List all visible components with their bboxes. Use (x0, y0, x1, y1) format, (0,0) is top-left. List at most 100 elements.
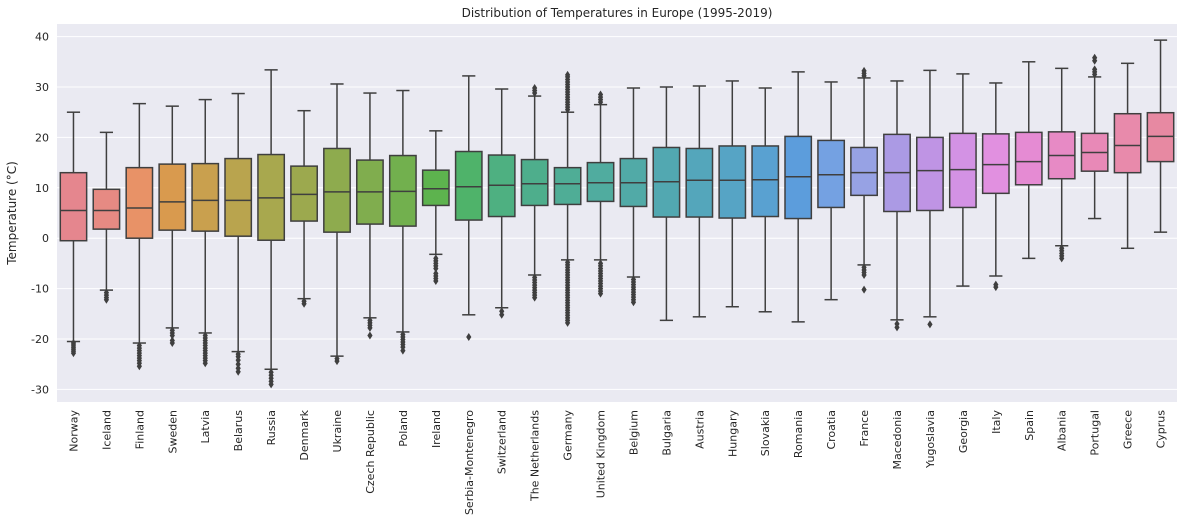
x-tick-label: United Kingdom (595, 410, 608, 498)
x-tick-label: Georgia (957, 410, 970, 453)
x-tick-label: Iceland (100, 410, 113, 450)
x-tick-label: Finland (133, 410, 146, 449)
outlier-point (1092, 53, 1098, 62)
y-tick-label: 10 (35, 182, 49, 195)
box-belarus (224, 92, 253, 376)
x-tick-label: Czech Republic (364, 410, 377, 494)
iqr-box (1014, 131, 1043, 186)
x-tick-label: Denmark (298, 409, 311, 460)
box-portugal (1080, 53, 1109, 220)
x-tick-label: Poland (397, 410, 410, 447)
outlier-point (136, 362, 142, 371)
outlier-point (564, 70, 571, 79)
outlier-point (433, 277, 439, 286)
outlier-point (169, 339, 175, 348)
iqr-box (817, 139, 846, 209)
x-tick-label: Cyprus (1155, 410, 1168, 449)
outlier-point (532, 84, 538, 93)
box-greece (1113, 62, 1142, 250)
iqr-box (454, 150, 483, 221)
box-albania (1047, 67, 1076, 263)
outlier-point (235, 356, 241, 365)
x-tick-label: Latvia (199, 410, 212, 444)
outlier-point (202, 359, 208, 368)
x-tick-label: Albania (1056, 410, 1069, 451)
x-tick-label: Slovakia (759, 410, 772, 456)
box-latvia (191, 98, 220, 368)
outlier-point (367, 323, 373, 332)
x-tick-label: Macedonia (891, 410, 904, 470)
box-ukraine (323, 83, 351, 366)
box-georgia (948, 73, 977, 287)
iqr-box (751, 145, 780, 218)
iqr-box (158, 163, 187, 231)
x-tick-label: Bulgaria (660, 410, 673, 456)
box-norway (59, 111, 88, 358)
outlier-point (466, 332, 472, 341)
iqr-box (1113, 112, 1142, 174)
x-tick-label: Serbia-Montenegro (463, 410, 476, 515)
box-ireland (421, 130, 450, 286)
iqr-box (323, 147, 351, 233)
outlier-point (235, 367, 241, 376)
iqr-box (981, 133, 1010, 195)
outlier-point (70, 349, 77, 358)
iqr-box (520, 158, 549, 207)
x-tick-label: Austria (693, 410, 706, 449)
outlier-point (334, 357, 340, 366)
box-italy (981, 82, 1010, 292)
outlier-point (597, 289, 604, 298)
x-tick-label: Russia (265, 410, 278, 445)
box-russia (257, 69, 286, 389)
outlier-point (597, 90, 604, 99)
x-tick-label: Ireland (430, 410, 443, 448)
x-tick-label: Spain (1023, 410, 1036, 441)
x-tick-label: France (858, 410, 871, 447)
box-slovakia (751, 87, 780, 313)
x-tick-label: Yugoslavia (924, 410, 937, 469)
iqr-box (59, 171, 88, 242)
iqr-box (553, 166, 582, 206)
outlier-point (235, 360, 241, 369)
outlier-point (103, 295, 110, 304)
iqr-box (850, 146, 878, 197)
y-tick-label: 40 (35, 31, 49, 44)
x-axis-ticks: Norway Iceland Finland Sweden Latvia Belarus R… (67, 409, 1167, 515)
x-tick-label: Belgium (627, 410, 640, 455)
x-tick-label: Romania (792, 410, 805, 458)
outlier-point (499, 310, 505, 319)
x-tick-label: Croatia (825, 410, 838, 450)
iqr-box (586, 161, 615, 203)
iqr-box (125, 166, 154, 239)
box-romania (784, 71, 813, 323)
outlier-point (268, 380, 274, 389)
box-bulgaria (652, 86, 681, 322)
outlier-point (927, 320, 933, 329)
box-croatia (817, 81, 846, 301)
box-czech-republic (356, 92, 384, 340)
box-denmark (290, 109, 318, 308)
y-tick-label: -20 (31, 333, 49, 346)
y-tick-label: 20 (35, 131, 49, 144)
iqr-box (948, 132, 977, 209)
chart-title: Distribution of Temperatures in Europe (… (462, 6, 773, 20)
outlier-point (894, 323, 900, 332)
box-iceland (92, 131, 121, 304)
box-united-kingdom (586, 90, 615, 298)
outlier-point (169, 331, 175, 340)
outlier-point (861, 270, 867, 279)
box-hungary (718, 80, 747, 308)
iqr-box (718, 145, 747, 219)
iqr-box (224, 157, 253, 237)
iqr-box (1146, 111, 1175, 163)
y-tick-label: -10 (31, 283, 49, 296)
y-tick-label: 30 (35, 81, 49, 94)
box-series (59, 39, 1175, 389)
box-france (850, 66, 878, 294)
x-tick-label: Belarus (232, 410, 245, 452)
box-poland (388, 89, 417, 355)
y-tick-label: 0 (42, 232, 49, 245)
outlier-point (400, 346, 406, 355)
box-austria (685, 85, 714, 318)
